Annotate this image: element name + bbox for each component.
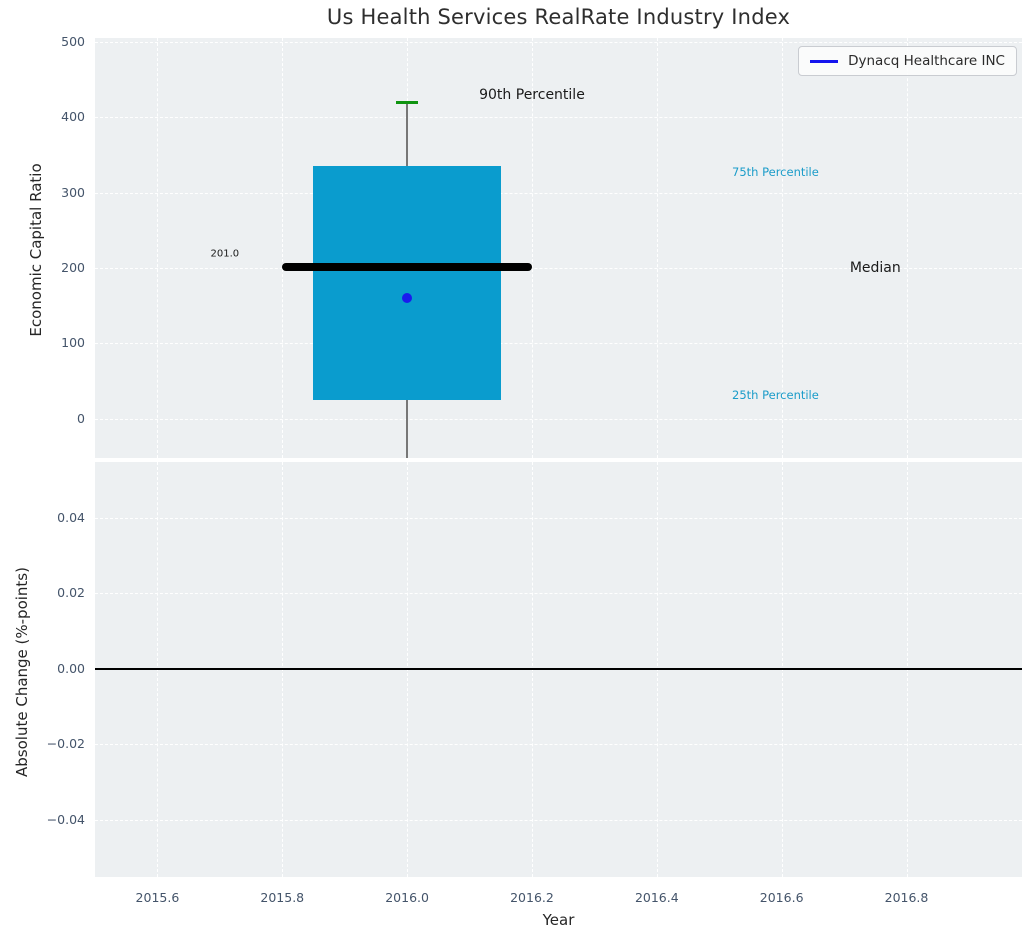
bottom-axes-absolute-change <box>95 462 1022 877</box>
y-tick-label: 0.00 <box>57 660 85 676</box>
legend-label: Dynacq Healthcare INC <box>848 53 1005 69</box>
y-tick-label: 400 <box>61 109 85 125</box>
x-tick-label: 2015.8 <box>260 890 305 905</box>
y-tick-label: −0.04 <box>46 811 85 827</box>
horizontal-gridline <box>95 744 1022 746</box>
horizontal-gridline <box>95 593 1022 595</box>
zero-change-line <box>95 667 1022 670</box>
legend-line-icon <box>810 59 839 63</box>
y-tick-label: −0.02 <box>46 736 85 752</box>
legend: Dynacq Healthcare INC <box>798 46 1017 76</box>
horizontal-gridline <box>95 41 1022 43</box>
annotation-median: Median <box>849 259 901 276</box>
annotation-90th-percentile: 90th Percentile <box>479 86 585 103</box>
y-tick-label: 200 <box>61 259 85 275</box>
y-tick-label: 0.02 <box>57 585 85 601</box>
y-tick-label: 0.04 <box>57 509 85 525</box>
horizontal-gridline <box>95 267 1022 269</box>
y-tick-label: 500 <box>61 33 85 49</box>
horizontal-gridline <box>95 418 1022 420</box>
x-tick-label: 2016.8 <box>884 890 929 905</box>
p90-cap <box>395 101 419 105</box>
top-axes-economic-capital-ratio: 90th Percentile 75th Percentile Median 25th… <box>95 38 1022 458</box>
x-tick-label: 2015.6 <box>135 890 180 905</box>
x-tick-label: 2016.4 <box>634 890 679 905</box>
annotation-75th-percentile: 75th Percentile <box>732 165 819 180</box>
horizontal-gridline <box>95 343 1022 345</box>
x-tick-label: 2016.0 <box>385 890 429 905</box>
x-axis-label: Year <box>542 911 575 929</box>
annotation-25th-percentile: 25th Percentile <box>732 388 819 403</box>
x-tick-label: 2016.6 <box>759 890 804 905</box>
company-marker-dot <box>402 293 413 304</box>
y-tick-label: 300 <box>61 184 85 200</box>
vertical-gridline <box>906 38 908 458</box>
vertical-gridline <box>656 38 658 458</box>
x-tick-label: 2016.2 <box>510 890 554 905</box>
y-tick-label: 0 <box>77 410 85 426</box>
vertical-gridline <box>157 38 159 458</box>
horizontal-gridline <box>95 819 1022 821</box>
y-tick-label: 100 <box>61 335 85 351</box>
horizontal-gridline <box>95 117 1022 119</box>
chart-title: Us Health Services RealRate Industry Ind… <box>326 5 791 29</box>
horizontal-gridline <box>95 517 1022 519</box>
iqr-box <box>313 166 501 400</box>
horizontal-gridline <box>95 192 1022 194</box>
median-line <box>282 263 532 272</box>
annotation-201-0: 201.0 <box>210 248 240 260</box>
vertical-gridline <box>781 38 783 458</box>
vertical-gridline <box>531 38 533 458</box>
vertical-gridline <box>282 38 284 458</box>
